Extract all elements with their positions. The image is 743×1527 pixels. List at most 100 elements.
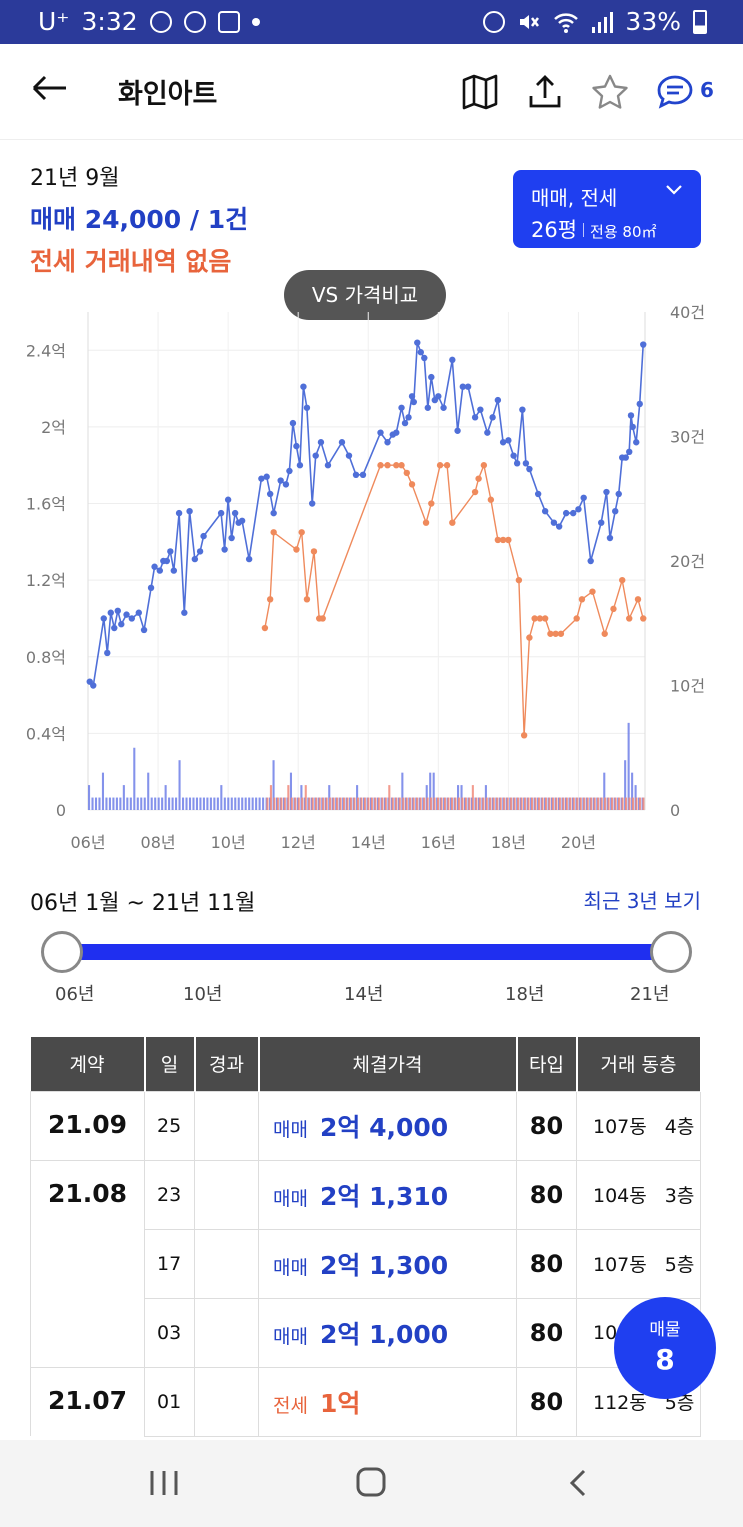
volume-bar	[624, 760, 627, 810]
volume-bar	[339, 797, 342, 810]
sale-price-point	[352, 471, 360, 479]
price-chart[interactable]: 0 0.4억 0.8억 1.2억 1.6억 2억 2.4억 0 10건 20건 30건 40건 06년 0…	[0, 296, 743, 866]
volume-bar	[244, 797, 247, 810]
table-row[interactable]: 03 매매 2억 1,000 80 10	[30, 1297, 701, 1368]
volume-bar	[430, 797, 433, 810]
header-dong-floor[interactable]: 거래 동층	[576, 1037, 702, 1091]
back-icon[interactable]	[566, 1468, 590, 1498]
volume-bar	[255, 797, 258, 810]
volume-bar	[119, 797, 122, 810]
volume-bar	[168, 797, 171, 810]
price-cell: 매매 2억 1,310	[258, 1159, 517, 1230]
sale-price-point	[534, 490, 542, 498]
sale-price-point	[541, 508, 549, 515]
sale-price-point	[550, 519, 558, 526]
header-type[interactable]: 타입	[516, 1037, 578, 1091]
sale-price-point	[408, 393, 416, 400]
volume-bar	[301, 797, 304, 810]
volume-bar	[377, 797, 380, 810]
range-slider-end-handle[interactable]	[650, 931, 692, 973]
y-left-tick-label: 2.4억	[26, 341, 66, 360]
home-icon[interactable]	[355, 1466, 387, 1498]
map-icon[interactable]	[460, 72, 500, 112]
sale-price-point	[417, 349, 424, 356]
volume-bar	[367, 797, 370, 810]
dong-floor-cell: 104동 3층	[576, 1159, 701, 1230]
volume-bar	[202, 797, 205, 810]
slider-tick-label: 14년	[344, 984, 384, 1005]
elapsed-cell	[194, 1297, 259, 1368]
jeonse-price-point	[557, 630, 565, 637]
contract-month: 21.07	[30, 1366, 145, 1436]
sale-price-point	[312, 452, 319, 459]
sale-summary: 매매 24,000 / 1건	[30, 205, 249, 234]
sale-price-point	[510, 452, 517, 459]
volume-bar	[325, 797, 328, 810]
vs-compare-button[interactable]: VS 가격비교	[284, 270, 446, 320]
price-cell: 매매 2억 1,000	[258, 1297, 517, 1368]
price-cell: 매매 2억 4,000	[258, 1090, 517, 1161]
volume-bar	[248, 797, 251, 810]
volume-bar	[262, 797, 265, 810]
volume-bar	[520, 797, 523, 810]
sale-price-point	[471, 414, 479, 421]
table-row[interactable]: 21.08 23 매매 2억 1,310 80 104동 3층	[30, 1159, 701, 1230]
contract-day: 25	[144, 1090, 195, 1161]
sale-price-point	[289, 419, 297, 427]
range-slider-start-handle[interactable]	[41, 931, 83, 973]
volume-bar	[541, 797, 544, 810]
sale-price-point	[263, 473, 270, 480]
sale-price-point	[217, 509, 225, 517]
volume-bar	[475, 797, 478, 810]
volume-bar	[346, 797, 349, 810]
range-slider-track[interactable]	[62, 944, 670, 960]
slider-tick-label: 10년	[183, 984, 223, 1005]
jeonse-price-point	[541, 615, 549, 622]
listings-button[interactable]: 매물 8	[614, 1297, 716, 1399]
jeonse-price-point	[601, 630, 608, 637]
price-amount: 2억 1,310	[319, 1181, 449, 1211]
sale-price-point	[494, 396, 502, 404]
volume-bar	[618, 797, 621, 810]
comment-icon[interactable]	[655, 72, 695, 112]
sale-price-point	[163, 557, 171, 565]
sale-price-point	[526, 465, 533, 473]
share-icon[interactable]	[525, 72, 565, 112]
recent-apps-icon[interactable]	[148, 1468, 180, 1498]
status-bar: U⁺ 3:32 33%	[0, 0, 743, 44]
volume-bar	[478, 797, 481, 810]
header-contract[interactable]: 계약	[30, 1037, 146, 1091]
selected-month: 21년 9월	[30, 166, 120, 191]
contract-day: 17	[144, 1228, 195, 1299]
volume-bar	[374, 797, 377, 810]
type-selector[interactable]: 매매, 전세 26평 전용 80㎡	[513, 170, 701, 248]
contract-month: 21.08	[30, 1159, 145, 1229]
header-elapsed[interactable]: 경과	[194, 1037, 260, 1091]
header-price[interactable]: 체결가격	[258, 1037, 518, 1091]
table-row[interactable]: 17 매매 2억 1,300 80 107동 5층	[30, 1228, 701, 1299]
chevron-down-icon	[665, 180, 683, 201]
volume-bar	[216, 797, 219, 810]
volume-bar	[213, 797, 216, 810]
table-row[interactable]: 21.07 01 전세 1억 80 112동 5층	[30, 1366, 701, 1437]
header-day[interactable]: 일	[144, 1037, 196, 1091]
volume-bar	[199, 797, 202, 810]
star-icon[interactable]	[590, 72, 630, 112]
recent-3years-link[interactable]: 최근 3년 보기	[583, 889, 701, 913]
sale-price-point	[428, 373, 435, 381]
comment-count[interactable]: 6	[700, 78, 714, 102]
sale-price-point	[377, 429, 384, 436]
volume-bar	[436, 797, 440, 810]
deal-type-label: 매매, 전세	[531, 186, 618, 210]
sale-price-point	[181, 609, 188, 616]
jeonse-price-point	[384, 462, 391, 469]
volume-bar	[482, 797, 485, 810]
volume-bar	[223, 797, 226, 810]
volume-bar	[171, 797, 174, 810]
sale-price-point	[499, 439, 507, 446]
back-arrow-icon[interactable]	[30, 68, 70, 108]
sale-price-point	[489, 414, 496, 421]
table-row[interactable]: 21.09 25 매매 2억 4,000 80 107동 4층	[30, 1090, 701, 1161]
volume-bar	[628, 797, 631, 810]
y-right-tick-label: 30건	[670, 428, 705, 447]
